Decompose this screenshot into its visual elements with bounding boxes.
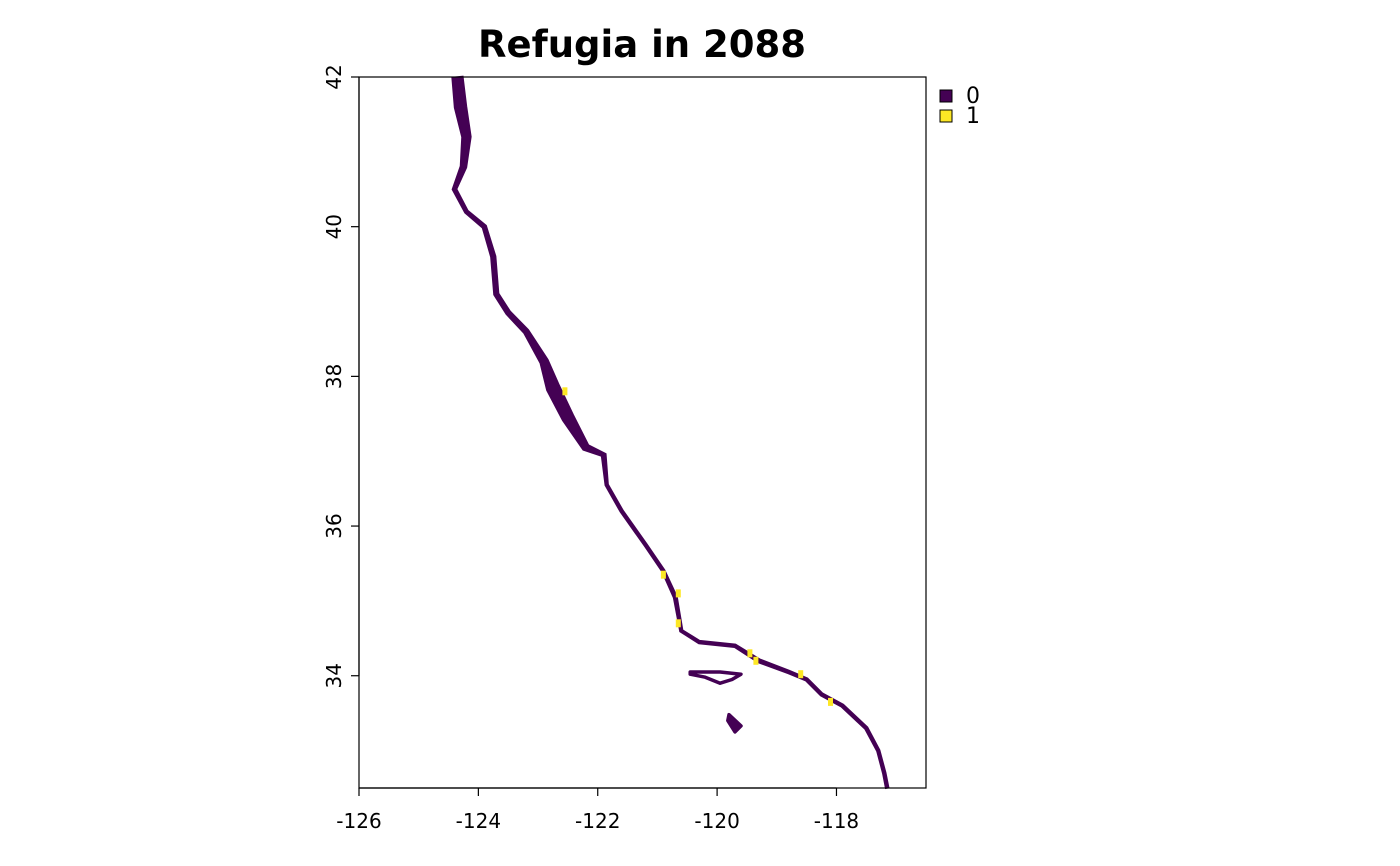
island-value-0 <box>688 670 743 685</box>
coastal-strip-value-0 <box>451 75 890 790</box>
legend-label: 1 <box>966 104 980 129</box>
x-axis: -126 -124 -122 -120 -118 <box>336 787 859 833</box>
plot-frame <box>358 76 927 789</box>
x-tick-label: -124 <box>456 809 501 833</box>
refugia-patch-value-1 <box>562 387 568 396</box>
island-value-0 <box>726 712 743 734</box>
x-tick-label: -126 <box>336 809 381 833</box>
legend-label: 0 <box>966 84 980 109</box>
y-tick-label: 34 <box>322 663 346 688</box>
y-tick-label: 36 <box>322 513 346 538</box>
refugia-patch-value-1 <box>747 649 753 658</box>
refugia-patch-value-1 <box>660 570 666 579</box>
legend: 01 <box>939 84 980 129</box>
x-tick-label: -122 <box>575 809 620 833</box>
refugia-patch-value-1 <box>828 697 833 706</box>
legend-swatch <box>939 89 953 103</box>
y-axis: 34 36 38 40 42 <box>322 64 360 688</box>
y-tick-label: 40 <box>322 214 346 239</box>
raster-layer <box>451 75 890 790</box>
x-tick-label: -118 <box>814 809 859 833</box>
refugia-patch-value-1 <box>753 656 759 665</box>
y-tick-label: 42 <box>322 64 346 89</box>
x-tick-label: -120 <box>694 809 739 833</box>
refugia-patch-value-1 <box>675 589 681 598</box>
y-tick-label: 38 <box>322 364 346 389</box>
map-title: Refugia in 2088 <box>478 23 806 66</box>
refugia-patch-value-1 <box>675 619 681 628</box>
legend-swatch <box>939 109 953 123</box>
refugia-patch-value-1 <box>798 670 804 679</box>
